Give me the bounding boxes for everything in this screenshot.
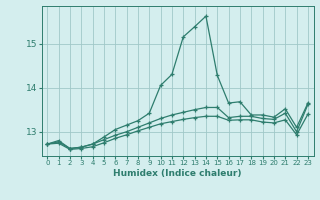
X-axis label: Humidex (Indice chaleur): Humidex (Indice chaleur) bbox=[113, 169, 242, 178]
